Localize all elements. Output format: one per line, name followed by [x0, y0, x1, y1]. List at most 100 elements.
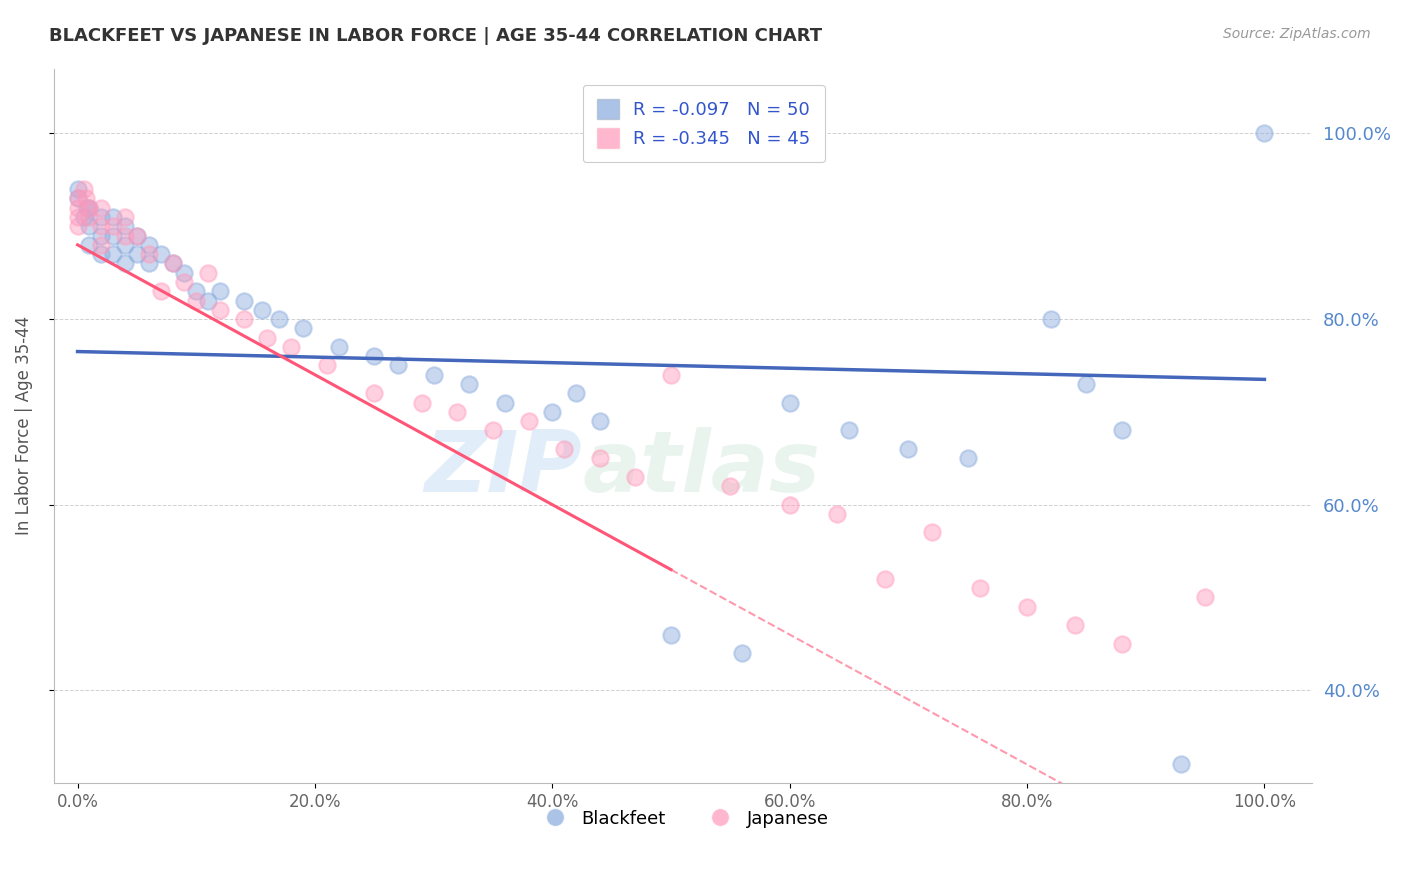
Point [328, 340, 350, 354]
Point [66, 191, 89, 205]
Point [1170, 757, 1192, 772]
Point [208, 302, 231, 317]
Point [779, 498, 801, 512]
Point [79, 237, 101, 252]
Point [101, 247, 124, 261]
Point [66, 210, 89, 224]
Point [90, 237, 112, 252]
Point [101, 228, 124, 243]
Point [553, 442, 575, 456]
Point [269, 312, 291, 326]
Point [66, 201, 89, 215]
Point [75, 191, 97, 205]
Point [66, 182, 89, 196]
Point [873, 572, 896, 586]
Point [125, 228, 148, 243]
Point [90, 247, 112, 261]
Point [76, 201, 98, 215]
Point [232, 293, 254, 308]
Point [541, 405, 564, 419]
Point [79, 219, 101, 234]
Point [173, 266, 195, 280]
Point [79, 201, 101, 215]
Point [718, 479, 741, 493]
Point [114, 228, 136, 243]
Point [897, 442, 920, 456]
Point [292, 321, 315, 335]
Point [659, 368, 682, 382]
Point [825, 507, 848, 521]
Point [411, 395, 433, 409]
Text: BLACKFEET VS JAPANESE IN LABOR FORCE | AGE 35-44 CORRELATION CHART: BLACKFEET VS JAPANESE IN LABOR FORCE | A… [49, 27, 823, 45]
Point [114, 210, 136, 224]
Point [125, 228, 148, 243]
Point [363, 386, 385, 401]
Point [90, 228, 112, 243]
Text: atlas: atlas [582, 427, 820, 510]
Point [921, 525, 943, 540]
Point [517, 414, 540, 428]
Point [1039, 312, 1062, 326]
Point [624, 470, 647, 484]
Point [66, 219, 89, 234]
Point [186, 293, 208, 308]
Point [589, 414, 612, 428]
Point [458, 377, 481, 392]
Point [197, 293, 219, 308]
Point [72, 182, 94, 196]
Point [589, 451, 612, 466]
Legend: Blackfeet, Japanese: Blackfeet, Japanese [529, 802, 837, 835]
Point [1194, 591, 1216, 605]
Point [90, 219, 112, 234]
Point [838, 424, 860, 438]
Text: Source: ZipAtlas.com: Source: ZipAtlas.com [1223, 27, 1371, 41]
Point [114, 256, 136, 270]
Point [482, 424, 505, 438]
Point [208, 284, 231, 298]
Point [1111, 424, 1133, 438]
Point [101, 219, 124, 234]
Point [387, 359, 409, 373]
Point [1253, 127, 1275, 141]
Point [149, 247, 172, 261]
Point [494, 395, 516, 409]
Point [173, 275, 195, 289]
Point [162, 256, 184, 270]
Point [659, 627, 682, 641]
Point [256, 331, 278, 345]
Point [1063, 618, 1085, 632]
Point [232, 312, 254, 326]
Point [197, 266, 219, 280]
Y-axis label: In Labor Force | Age 35-44: In Labor Force | Age 35-44 [15, 317, 32, 535]
Point [101, 210, 124, 224]
Point [138, 247, 160, 261]
Point [1111, 637, 1133, 651]
Point [138, 256, 160, 270]
Point [114, 219, 136, 234]
Point [315, 359, 337, 373]
Point [79, 201, 101, 215]
Point [969, 581, 991, 595]
Point [1076, 377, 1098, 392]
Point [66, 191, 89, 205]
Point [779, 395, 801, 409]
Point [1015, 599, 1038, 614]
Point [138, 237, 160, 252]
Point [149, 284, 172, 298]
Point [79, 210, 101, 224]
Point [446, 405, 468, 419]
Point [72, 210, 94, 224]
Point [90, 210, 112, 224]
Point [363, 349, 385, 363]
Point [114, 237, 136, 252]
Point [956, 451, 979, 466]
Point [731, 646, 754, 660]
Point [280, 340, 302, 354]
Point [565, 386, 588, 401]
Point [186, 284, 208, 298]
Text: ZIP: ZIP [425, 427, 582, 510]
Point [162, 256, 184, 270]
Point [125, 247, 148, 261]
Point [422, 368, 444, 382]
Point [90, 201, 112, 215]
